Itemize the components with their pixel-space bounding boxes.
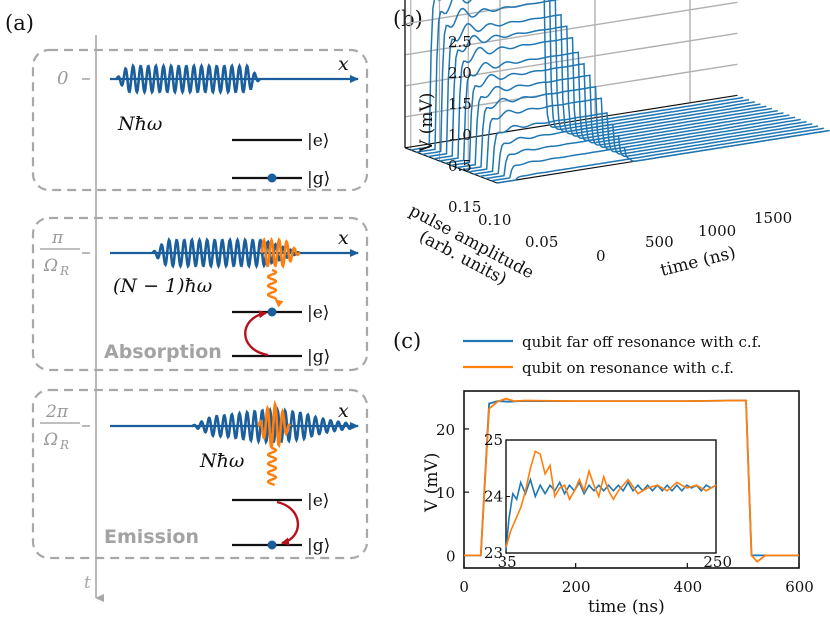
ket-e-1: |e⟩ bbox=[307, 303, 329, 323]
c-series-1 bbox=[464, 397, 799, 563]
b-trace-11 bbox=[473, 112, 807, 175]
c-ytick-1: 10 bbox=[436, 484, 455, 502]
b-trace-3 bbox=[427, 13, 761, 158]
time-label-0: 0 bbox=[57, 68, 68, 89]
panel-c-label: (c) bbox=[393, 329, 421, 353]
photon-emission-squiggle bbox=[266, 446, 278, 487]
inset-series-0 bbox=[505, 476, 717, 551]
time-num-1: π bbox=[51, 228, 64, 248]
x-label-0: x bbox=[338, 53, 349, 75]
c-xtick-3: 600 bbox=[785, 578, 814, 596]
photon-label-2: Nħω bbox=[199, 450, 244, 472]
ket-g-0: |g⟩ bbox=[307, 169, 330, 189]
b-trace-10 bbox=[468, 97, 801, 173]
b-trace-7 bbox=[450, 62, 784, 167]
ket-e-0: |e⟩ bbox=[307, 131, 329, 151]
panel-b-traces bbox=[410, 0, 830, 184]
x-label-1: x bbox=[338, 227, 349, 249]
time-axis-label: t bbox=[84, 573, 91, 593]
main-x-axis-title: time (ns) bbox=[588, 597, 665, 617]
main-plot-ticks: 0 200 400 600 0 10 20 bbox=[436, 421, 814, 596]
b-trace-8 bbox=[456, 74, 790, 169]
inset-series-1 bbox=[505, 450, 717, 548]
b-trace-4 bbox=[433, 25, 767, 160]
relaxation-arrow bbox=[276, 500, 300, 546]
inset-ytick-2: 25 bbox=[484, 431, 503, 449]
c-xtick-1: 200 bbox=[562, 578, 591, 596]
panel-b-z-ticks: 0.5 1.0 1.5 2.0 2.5 bbox=[448, 33, 472, 175]
z-tick-0: 0.5 bbox=[448, 157, 472, 175]
ket-g-1: |g⟩ bbox=[307, 347, 330, 367]
b-axis-edge bbox=[404, 94, 738, 149]
time-den-sub-2: R bbox=[59, 438, 69, 452]
b-trace-13 bbox=[485, 125, 819, 180]
inset-xtick-0: 35 bbox=[498, 553, 517, 571]
absorption-label: Absorption bbox=[104, 341, 222, 363]
main-y-axis-title: V (mV) bbox=[422, 453, 442, 513]
x-tick-2: 1000 bbox=[698, 222, 736, 240]
x-tick-0: 0 bbox=[596, 247, 606, 265]
z-tick-1: 1.0 bbox=[448, 126, 472, 144]
inset-xtick-1: 250 bbox=[703, 553, 732, 571]
z-tick-3: 2.0 bbox=[448, 64, 472, 82]
absorbed-photon-1 bbox=[260, 236, 301, 269]
photon-wavepacket-1 bbox=[151, 236, 301, 270]
box-state-pi bbox=[31, 216, 369, 372]
b-trace-5 bbox=[439, 36, 773, 162]
box-state-2pi bbox=[31, 388, 369, 560]
c-ytick-0: 0 bbox=[446, 547, 456, 565]
panel-a-label: (a) bbox=[5, 11, 34, 35]
x-tick-1: 500 bbox=[645, 233, 674, 251]
photon-label-1: (N − 1)ħω bbox=[113, 275, 212, 297]
b-trace-9 bbox=[462, 85, 796, 171]
legend-on-resonance: qubit on resonance with c.f. bbox=[522, 359, 734, 377]
photon-label-0: Nħω bbox=[117, 113, 162, 135]
b-grid-horizontal bbox=[404, 0, 561, 25]
qubit-dot-0 bbox=[267, 173, 277, 183]
photon-wavepacket-0 bbox=[115, 62, 261, 96]
b-trace-1 bbox=[416, 0, 750, 153]
legend-off-resonance: qubit far off resonance with c.f. bbox=[522, 333, 761, 351]
c-ytick-2: 20 bbox=[436, 421, 455, 439]
time-num-2: 2π bbox=[45, 402, 69, 422]
b-trace-0 bbox=[410, 0, 744, 151]
panel-b-label: (b) bbox=[393, 7, 423, 31]
inset-series bbox=[505, 450, 717, 551]
z-axis-title: V (mV) bbox=[417, 93, 437, 153]
ket-e-2: |e⟩ bbox=[307, 491, 329, 511]
inset-ticks: 35 250 23 24 25 bbox=[484, 431, 732, 571]
y-tick-0: 0.15 bbox=[448, 198, 481, 216]
emitted-photon-2 bbox=[257, 399, 292, 450]
emission-label: Emission bbox=[104, 526, 199, 548]
inset-ytick-0: 23 bbox=[484, 544, 503, 562]
time-den-2: Ω bbox=[43, 430, 58, 450]
panel-b: (b) 0.5 1.0 1.5 2.0 2.5 V (mV) 0.15 0.10… bbox=[393, 0, 830, 290]
photon-absorption-arrow bbox=[266, 268, 284, 308]
z-tick-2: 1.5 bbox=[448, 95, 472, 113]
c-xtick-2: 400 bbox=[674, 578, 703, 596]
x-label-2: x bbox=[338, 400, 349, 422]
x-tick-3: 1500 bbox=[754, 209, 792, 227]
c-xtick-0: 0 bbox=[459, 578, 469, 596]
excitation-arrow bbox=[244, 310, 269, 357]
y-tick-2: 0.05 bbox=[525, 233, 558, 251]
ket-g-2: |g⟩ bbox=[307, 536, 330, 556]
z-tick-4: 2.5 bbox=[448, 33, 472, 51]
qubit-dot-2 bbox=[267, 540, 277, 550]
time-den-sub-1: R bbox=[59, 264, 69, 278]
b-trace-14 bbox=[491, 127, 824, 182]
b-grid-horizontal bbox=[404, 1, 738, 56]
main-plot-frame bbox=[463, 390, 800, 569]
b-trace-12 bbox=[479, 123, 813, 178]
inset-ytick-1: 24 bbox=[484, 488, 503, 506]
main-plot-series bbox=[464, 397, 799, 563]
box-state-0 bbox=[31, 48, 369, 192]
time-den-1: Ω bbox=[43, 256, 58, 276]
b-trace-15 bbox=[496, 129, 830, 184]
panel-c: (c) qubit far off resonance with c.f. qu… bbox=[393, 329, 814, 617]
panel-a: (a) t 0 x Nħω |e⟩ |g⟩ π Ω R x (N − 1)ħω bbox=[5, 11, 369, 602]
y-tick-1: 0.10 bbox=[478, 211, 511, 229]
qubit-dot-1 bbox=[267, 307, 277, 317]
panel-b-3d-grid bbox=[404, 0, 830, 184]
